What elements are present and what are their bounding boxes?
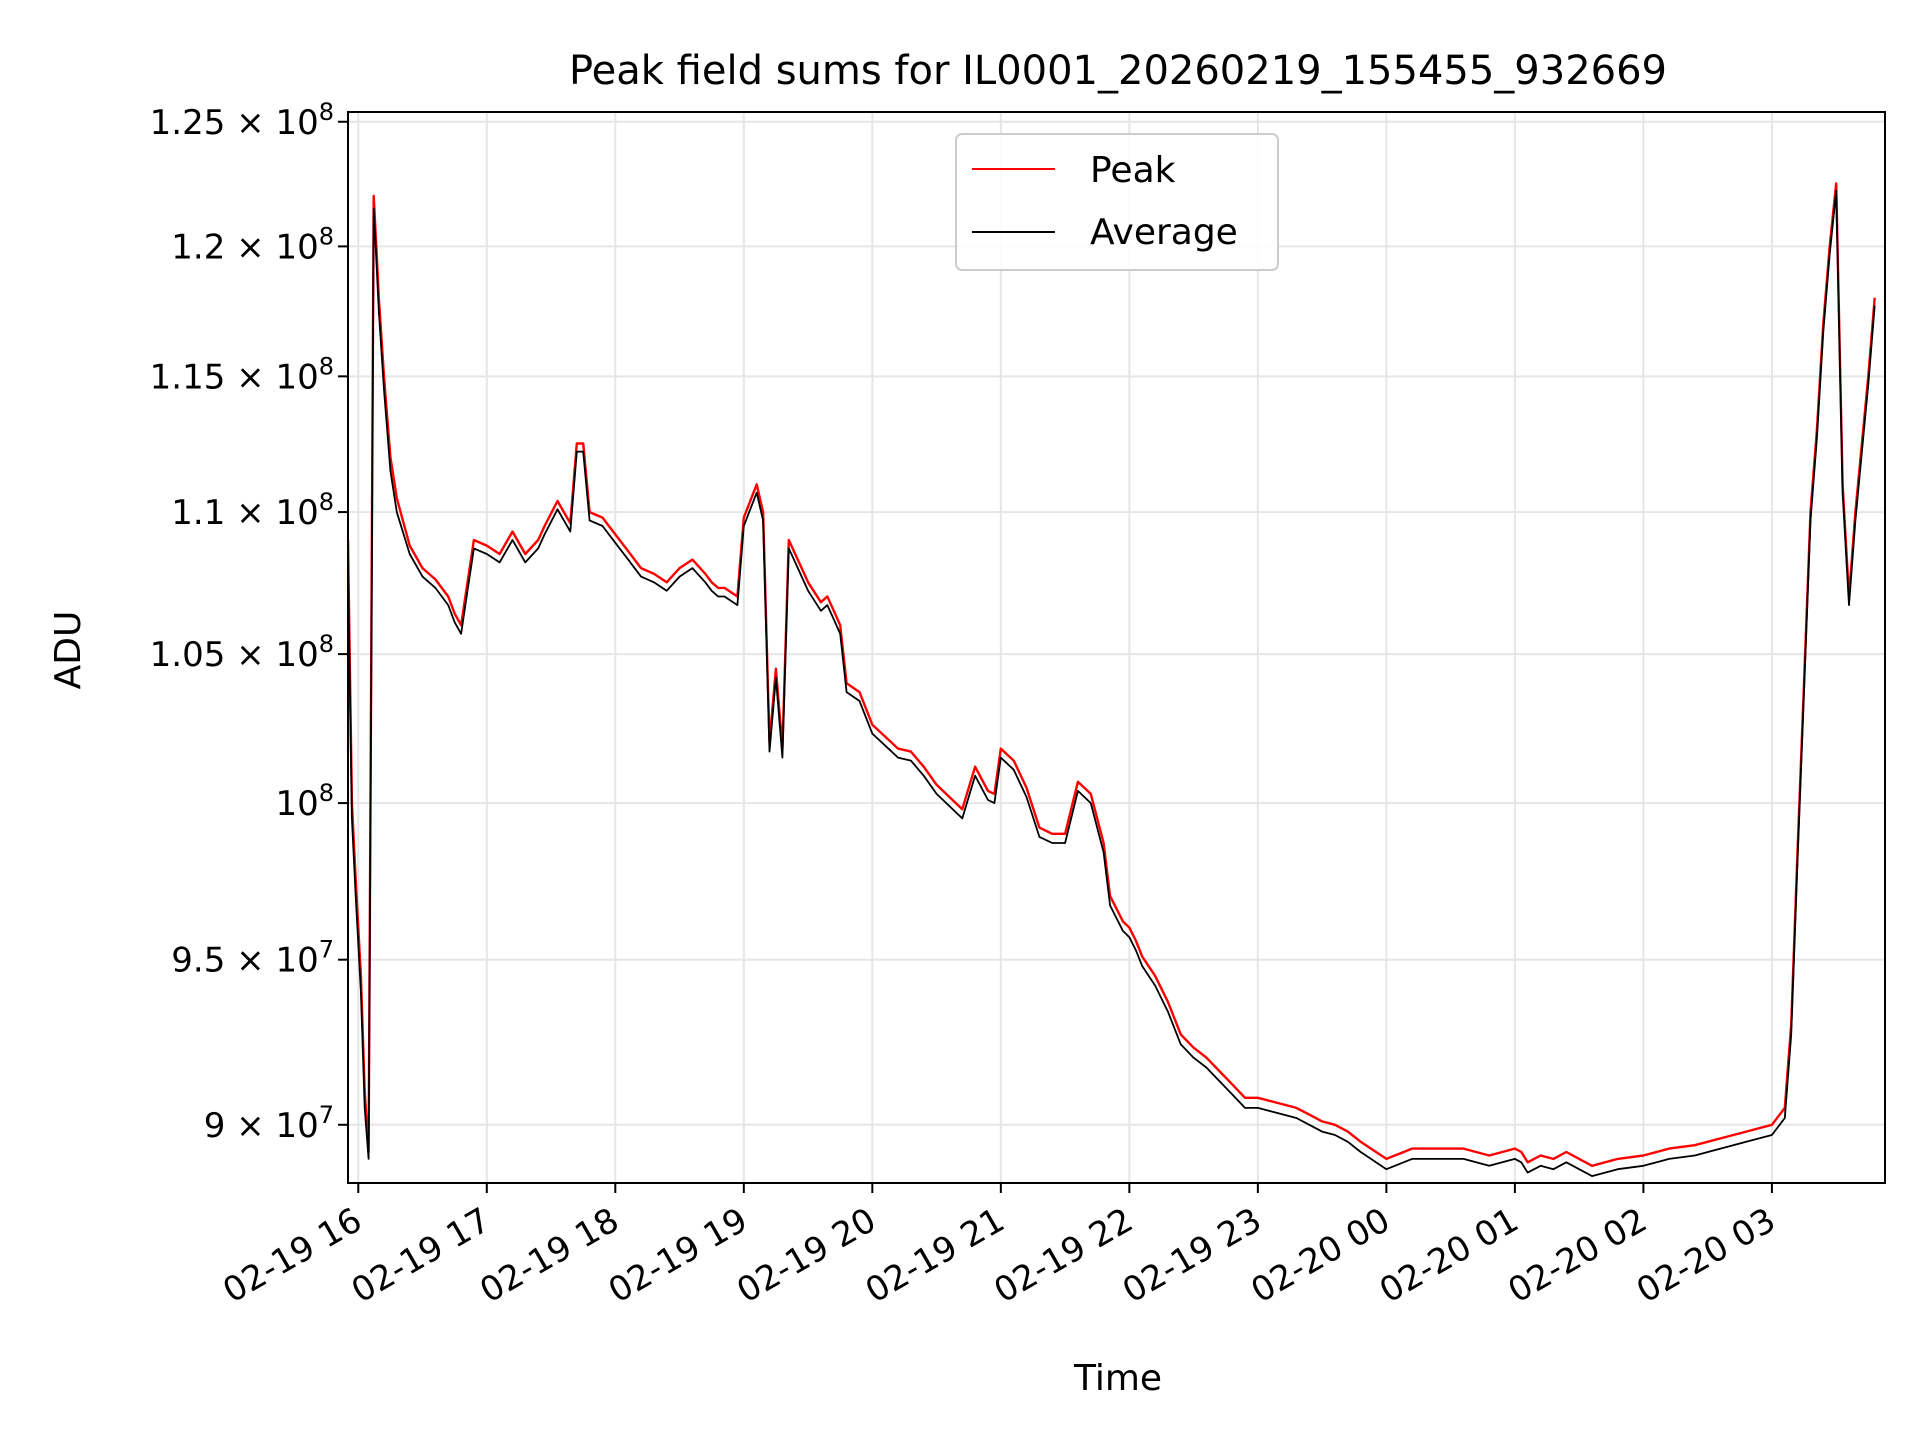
legend-label-peak: Peak bbox=[1090, 150, 1176, 191]
legend-label-average: Average bbox=[1090, 212, 1238, 253]
chart-title: Peak field sums for IL0001_20260219_1554… bbox=[569, 48, 1667, 94]
series-line-peak bbox=[348, 182, 1876, 1168]
y-axis-label: ADU bbox=[48, 611, 89, 690]
y-tick-label: 1.25 × 108 bbox=[150, 98, 334, 143]
x-axis-label: Time bbox=[1073, 1358, 1162, 1399]
y-tick-label: 1.1 × 108 bbox=[171, 488, 334, 533]
y-tick-label: 1.2 × 108 bbox=[171, 222, 334, 267]
y-tick-label: 9 × 107 bbox=[204, 1101, 334, 1146]
legend: Peak Average bbox=[955, 133, 1279, 271]
plot-frame bbox=[347, 111, 1886, 1184]
y-tick-label: 9.5 × 107 bbox=[171, 936, 334, 981]
series-line-average bbox=[348, 189, 1876, 1177]
y-tick-label: 1.05 × 108 bbox=[150, 630, 334, 675]
y-axis-ticks: 9 × 107 9.5 × 107 108 1.05 × 108 1.1 × 108 1.… bbox=[150, 98, 348, 1146]
y-tick-label: 1.15 × 108 bbox=[150, 352, 334, 397]
plot-series bbox=[348, 182, 1876, 1177]
y-tick-label: 108 bbox=[275, 779, 334, 824]
x-gridlines bbox=[357, 112, 1773, 1183]
